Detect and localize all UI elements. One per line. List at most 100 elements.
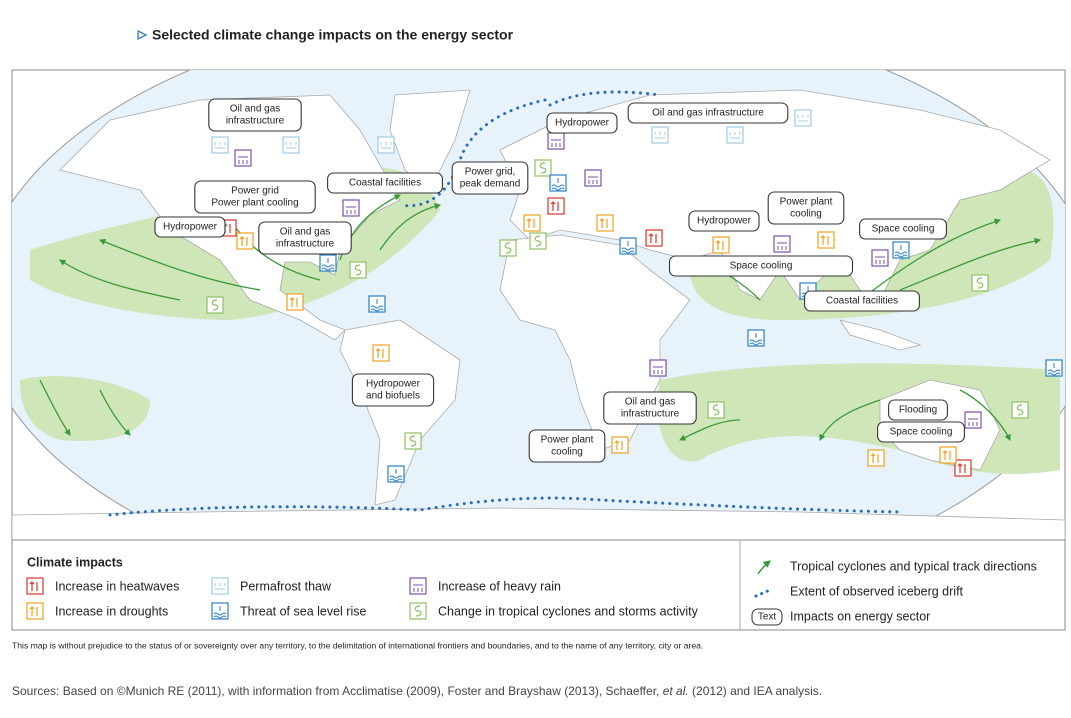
legend-label: Change in tropical cyclones and storms a…	[438, 604, 699, 618]
icon-glyph	[654, 132, 666, 139]
label-box	[668, 255, 854, 277]
map-label: Oil and gas	[280, 227, 331, 238]
icon-glyph	[777, 242, 787, 250]
map-label: Space cooling	[872, 224, 935, 235]
sources-text: (2012) and IEA analysis.	[689, 684, 822, 698]
icon-glyph	[214, 142, 226, 149]
map-label: Hydropower	[697, 216, 752, 227]
icon-glyph	[588, 176, 598, 184]
map-label: Oil and gas	[230, 104, 281, 115]
map-label: infrastructure	[276, 239, 335, 250]
impact-icon	[712, 236, 730, 254]
icon-glyph	[375, 348, 384, 358]
icon-glyph	[239, 236, 248, 246]
map-label: Hydropower	[366, 379, 421, 390]
icon-glyph	[551, 178, 565, 191]
label-box	[627, 102, 789, 124]
legend-label: Increase in heatwaves	[55, 579, 179, 593]
impact-icon	[523, 214, 541, 232]
icon-glyph	[968, 418, 978, 426]
icon-glyph	[749, 333, 763, 346]
label-box	[194, 180, 316, 214]
label-box	[888, 399, 948, 421]
impact-icon	[867, 449, 885, 467]
map-label: Flooding	[899, 405, 937, 416]
legend: Increase in heatwaves Increase in drought…	[26, 559, 1037, 626]
map-label: Space cooling	[730, 261, 793, 272]
map-label: Power grid,	[465, 167, 516, 178]
impact-icon	[939, 446, 957, 464]
icon-glyph	[413, 584, 423, 592]
title: Selected climate change impacts on the e…	[152, 27, 514, 43]
legend-label: Permafrost thaw	[240, 579, 332, 593]
map-label: Power plant	[541, 435, 594, 446]
label-box	[859, 218, 947, 240]
legend-label: Increase of heavy rain	[438, 579, 561, 593]
legend-label: Tropical cyclones and typical track dire…	[790, 559, 1037, 573]
sources-text: et al.	[663, 684, 689, 698]
map-label: Coastal facilities	[349, 178, 421, 189]
legend-label: Increase in droughts	[55, 604, 168, 618]
impact-icon	[596, 214, 614, 232]
legend-label: Threat of sea level rise	[240, 604, 366, 618]
legend-cyclone	[757, 560, 771, 575]
icon-glyph	[614, 440, 623, 450]
icon-glyph	[534, 235, 542, 247]
legend-label: Impacts on energy sector	[790, 609, 930, 623]
icon-glyph	[653, 366, 663, 374]
icon-glyph	[526, 218, 535, 228]
impact-icon	[954, 459, 972, 477]
label-box	[877, 421, 965, 443]
label-box	[603, 391, 697, 425]
icon-glyph	[1047, 363, 1061, 376]
icon-glyph	[29, 581, 38, 591]
impact-icon	[611, 436, 629, 454]
icon-glyph	[409, 435, 417, 447]
map-label: Power grid	[231, 186, 279, 197]
label-box	[546, 112, 618, 134]
map-label: cooling	[551, 447, 583, 458]
map-label: Oil and gas	[625, 397, 676, 408]
map-label: peak demand	[460, 179, 521, 190]
label-box	[451, 161, 529, 195]
icon-glyph	[214, 583, 226, 590]
label-box	[351, 373, 435, 407]
icon-glyph	[346, 206, 356, 214]
icon-glyph	[875, 256, 885, 264]
icon-glyph	[539, 162, 547, 174]
map-label: Hydropower	[163, 222, 218, 233]
label-box	[327, 172, 443, 194]
icon-glyph	[551, 139, 561, 147]
legend-iceberg	[754, 588, 772, 598]
map-label: infrastructure	[621, 409, 680, 420]
icon-glyph	[976, 277, 984, 289]
label-box	[208, 98, 302, 132]
impact-icon	[372, 344, 390, 362]
icon-glyph	[370, 299, 384, 312]
impact-icon	[236, 232, 254, 250]
map-label: Hydropower	[555, 118, 610, 129]
map-label: Space cooling	[890, 427, 953, 438]
icon-glyph	[797, 115, 809, 122]
title-marker	[137, 29, 148, 41]
icon-glyph	[213, 606, 227, 619]
icon-glyph	[550, 201, 559, 211]
icon-glyph	[289, 297, 298, 307]
icon-glyph	[957, 463, 966, 473]
sources: Sources: Based on ©Munich RE (2011), wit…	[12, 684, 822, 698]
map-label: and biofuels	[366, 391, 420, 402]
map-label: infrastructure	[226, 116, 285, 127]
impact-icon	[26, 602, 44, 620]
map-label: Coastal facilities	[826, 296, 898, 307]
icon-glyph	[321, 258, 335, 271]
icon-glyph	[389, 469, 403, 482]
icon-glyph	[380, 142, 392, 149]
cyclone-tracks	[39, 194, 1042, 441]
iceberg-drift	[108, 90, 902, 517]
impact-icon	[547, 197, 565, 215]
impact-icon	[26, 577, 44, 595]
label-box	[804, 290, 920, 312]
icon-glyph	[1016, 404, 1024, 416]
